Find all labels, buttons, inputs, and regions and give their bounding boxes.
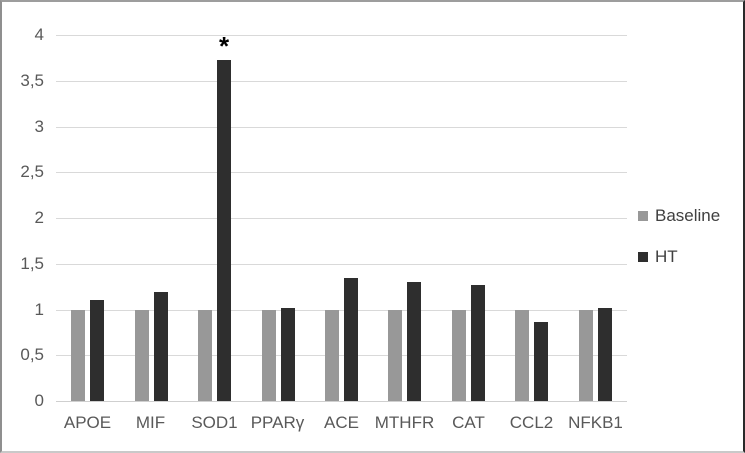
bar-ht-sod1: [217, 59, 231, 401]
y-axis-tick-label: 2: [34, 208, 44, 227]
legend-item-baseline: Baseline: [638, 206, 720, 226]
gridline: [56, 264, 627, 265]
x-axis-category-label: PPARγ: [250, 413, 305, 432]
bar-ht-nfkb1: [598, 307, 612, 401]
y-axis-tick-label: 0,5: [20, 345, 44, 364]
legend-item-ht: HT: [638, 247, 720, 267]
bar-baseline-cat: [452, 309, 466, 401]
x-axis-category-label: APOE: [63, 413, 112, 432]
x-axis-category-label: CAT: [452, 413, 485, 432]
x-axis-category-label: ACE: [324, 413, 359, 432]
bar-baseline-sod1: [198, 309, 212, 401]
legend-swatch-icon: [638, 252, 648, 262]
y-axis-tick-label: 3: [34, 117, 44, 136]
gridline: [56, 355, 627, 356]
y-axis-tick-label: 0: [34, 391, 44, 410]
x-axis-line: [56, 401, 627, 402]
legend-label: HT: [655, 247, 678, 266]
bar-ht-mthfr: [407, 282, 421, 401]
y-axis-tick-label: 1: [34, 300, 44, 319]
y-axis-tick-label: 2,5: [20, 162, 44, 181]
bar-ht-cat: [471, 284, 485, 401]
y-axis-tick-label: 4: [34, 25, 44, 44]
x-axis-category-label: MTHFR: [374, 413, 435, 432]
bar-baseline-ace: [325, 309, 339, 401]
x-axis-category-label: MIF: [135, 413, 166, 432]
legend-swatch-icon: [638, 211, 648, 221]
bar-baseline-mthfr: [388, 309, 402, 401]
gridline: [56, 218, 627, 219]
gridline: [56, 81, 627, 82]
y-axis-tick-label: 1,5: [20, 254, 44, 273]
legend-label: Baseline: [655, 206, 721, 225]
bar-ht-apoe: [90, 300, 104, 401]
bar-baseline-mif: [135, 309, 149, 401]
y-axis-tick-label: 3,5: [20, 71, 44, 90]
significance-asterisk: *: [218, 31, 230, 61]
legend: Baseline HT: [638, 206, 720, 288]
x-axis-category-label: NFKB1: [568, 413, 623, 432]
bar-ht-pparγ: [281, 307, 295, 401]
bar-baseline-nfkb1: [579, 309, 593, 401]
bar-ht-ccl2: [534, 322, 548, 401]
bar-baseline-pparγ: [262, 309, 276, 401]
gridline: [56, 172, 627, 173]
x-axis-category-label: SOD1: [191, 413, 238, 432]
gridline: [56, 310, 627, 311]
bar-baseline-ccl2: [515, 309, 529, 401]
bar-ht-mif: [154, 292, 168, 401]
bar-baseline-apoe: [71, 309, 85, 401]
gridline: [56, 127, 627, 128]
gridline: [56, 35, 627, 36]
x-axis-category-label: CCL2: [509, 413, 554, 432]
bar-ht-ace: [344, 278, 358, 401]
